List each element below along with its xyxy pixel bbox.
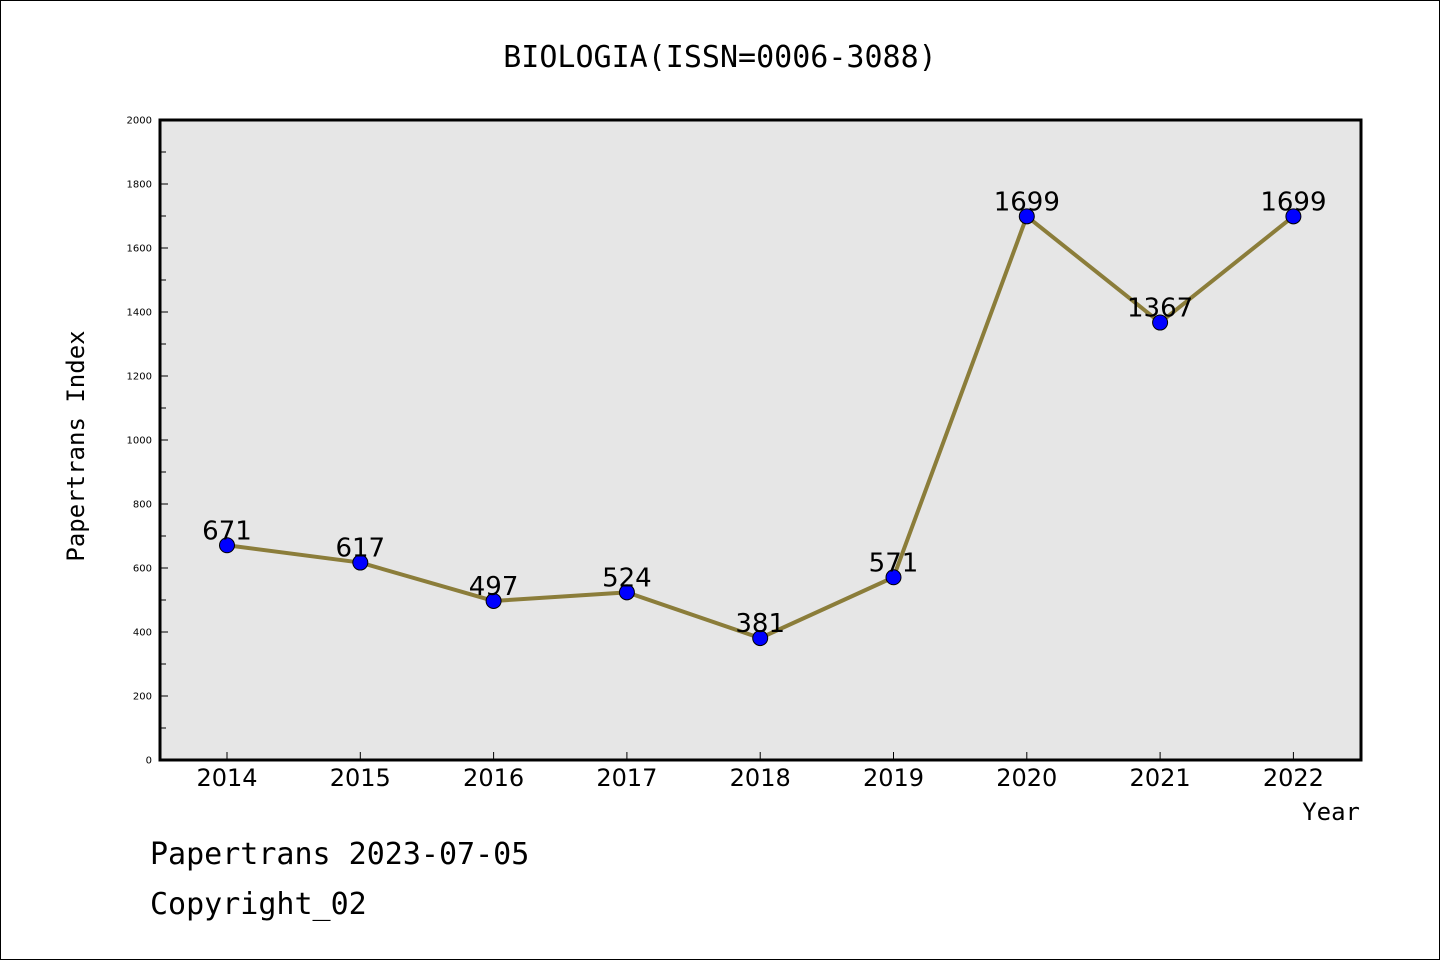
x-tick-label: 2020: [996, 764, 1057, 792]
plot-area: [158, 118, 1363, 762]
series-markers: [219, 208, 1302, 647]
chart-title: BIOLOGIA(ISSN=0006-3088): [503, 40, 936, 75]
data-point: [618, 584, 635, 601]
data-label: 671: [202, 516, 252, 546]
x-axis: 2014 2015 2016 2017 2018 2019 2020 2021 2022: [196, 752, 1324, 792]
data-label: 1367: [1127, 294, 1193, 324]
x-tick-label: 2016: [463, 764, 524, 792]
y-tick-label: 2000: [127, 116, 152, 127]
x-tick-label: 2018: [730, 764, 791, 792]
data-label: 1699: [994, 187, 1060, 217]
y-tick-label: 1400: [127, 308, 152, 319]
y-axis-label: Papertrans Index: [62, 330, 90, 561]
footer-date: Papertrans 2023-07-05: [150, 837, 529, 872]
y-tick-label: 1800: [127, 180, 152, 191]
data-point: [885, 569, 902, 586]
data-point: [1152, 314, 1169, 331]
data-point: [1285, 208, 1302, 225]
footer-copyright: Copyright_02: [150, 887, 367, 922]
data-point: [752, 630, 769, 647]
data-label: 571: [869, 548, 919, 578]
y-tick-label: 800: [133, 500, 152, 511]
data-labels: 671 617 497 524 381 571 1699 1367 1699: [202, 187, 1326, 639]
x-tick-label: 2014: [196, 764, 257, 792]
data-point: [219, 537, 235, 554]
x-axis-label: Year: [1302, 798, 1360, 826]
y-tick-label: 0: [146, 756, 152, 767]
y-axis: 0 200 400 600 800 1000 1200 1400 1600 1800 2000: [127, 116, 168, 767]
data-point: [352, 554, 369, 571]
x-tick-label: 2022: [1263, 764, 1324, 792]
x-tick-label: 2017: [596, 764, 657, 792]
x-tick-label: 2015: [330, 764, 391, 792]
data-label: 617: [335, 534, 385, 564]
y-tick-label: 1200: [127, 372, 152, 383]
data-point: [485, 592, 502, 609]
y-tick-label: 200: [133, 692, 152, 703]
y-tick-label: 600: [133, 564, 152, 575]
y-tick-label: 1600: [127, 244, 152, 255]
data-label: 1699: [1260, 187, 1326, 217]
x-tick-label: 2021: [1130, 764, 1191, 792]
y-tick-label: 400: [133, 628, 152, 639]
x-tick-label: 2019: [863, 764, 924, 792]
y-tick-label: 1000: [127, 436, 152, 447]
data-label: 524: [602, 563, 652, 593]
data-point: [1018, 208, 1035, 225]
data-label: 381: [735, 609, 785, 639]
data-label: 497: [469, 572, 519, 602]
